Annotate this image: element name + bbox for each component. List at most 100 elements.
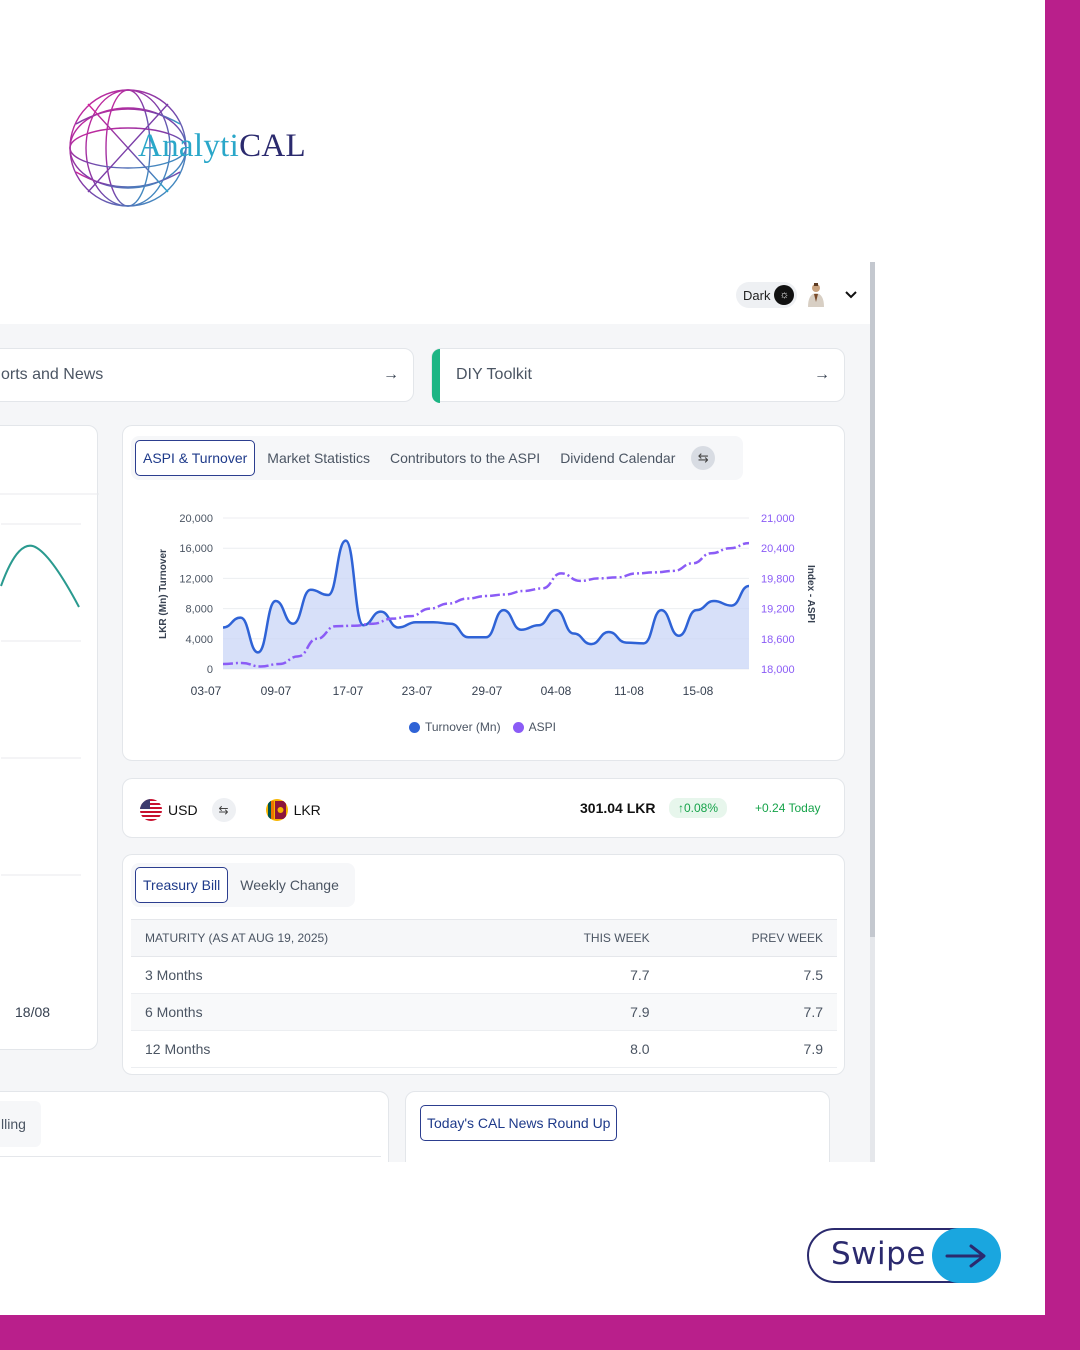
turnover-area [223, 540, 749, 669]
left-mini-chart [0, 493, 99, 876]
treasury-table: MATURITY (AS AT AUG 19, 2025) THIS WEEK … [131, 919, 837, 1068]
left-chart-card: 18/08 [0, 425, 99, 1050]
accent-bar [432, 349, 440, 403]
y-left-tick-label: 20,000 [179, 513, 213, 525]
y-left-tick-label: 4,000 [185, 634, 213, 646]
y-right-tick-label: 18,000 [761, 664, 795, 676]
maturity-cell: 3 Months [131, 956, 500, 994]
treasury-tabs: Treasury Bill Weekly Change [131, 863, 355, 907]
frame-bottom-bar [0, 1315, 1080, 1350]
this-week-cell: 7.9 [499, 993, 664, 1031]
brand-wordmark: AnalytiCAL [138, 128, 306, 164]
tab-treasury-bill[interactable]: Treasury Bill [135, 867, 229, 903]
x-tick-label: 04-08 [541, 684, 572, 698]
maturity-cell: 12 Months [131, 1030, 500, 1068]
fx-change-pct: 0.08% [684, 801, 719, 815]
y-left-tick-label: 0 [207, 664, 213, 676]
brand-logo: AnalytiCAL [68, 84, 318, 214]
diy-link-label: DIY Toolkit [456, 366, 532, 383]
turnover-line [222, 539, 750, 654]
legend-label: Turnover (Mn) [425, 720, 501, 734]
aspi-chart-card: ASPI & Turnover Market Statistics Contri… [122, 425, 845, 761]
fx-change-today: +0.24 Today [755, 801, 821, 815]
swipe-button[interactable]: Swipe [807, 1228, 1001, 1283]
aspi-turnover-chart: 20,000 16,000 12,000 8,000 4,000 0 21,000 20,40… [158, 513, 816, 698]
topbar-controls: Dark ☼ [736, 282, 859, 308]
legend-item-aspi[interactable]: ASPI [512, 720, 556, 734]
x-tick-label: 03-07 [191, 684, 222, 698]
column-this-week: THIS WEEK [499, 919, 664, 957]
y-left-tick-label: 8,000 [185, 604, 213, 616]
aspi-line [222, 541, 750, 668]
x-tick-label: 09-07 [261, 684, 292, 698]
x-tick-label: 11-08 [614, 684, 644, 698]
dashboard-screenshot: Dark ☼ orts and News → DIY Toolkit → [0, 262, 875, 1162]
fx-quote-currency: LKR [293, 802, 321, 818]
x-tick-label: 17-07 [333, 684, 364, 698]
theme-toggle-label: Dark [743, 287, 771, 303]
column-maturity: MATURITY (AS AT AUG 19, 2025) [131, 919, 500, 957]
y-left-tick-label: 12,000 [179, 573, 213, 585]
arrow-right-icon [932, 1228, 1001, 1283]
globe-icon [69, 89, 187, 207]
prev-week-cell: 7.7 [663, 993, 837, 1031]
scrollbar-thumb[interactable] [870, 262, 875, 937]
y-right-tick-label: 20,400 [761, 543, 795, 555]
this-week-cell: 7.7 [499, 956, 664, 994]
y-right-tick-label: 19,800 [761, 573, 795, 585]
y-right-tick-label: 19,200 [761, 604, 795, 616]
news-roundup-card: Today's CAL News Round Up [405, 1091, 830, 1162]
tab-market-statistics[interactable]: Market Statistics [267, 450, 370, 466]
arrow-right-icon: → [814, 366, 830, 383]
legend-label: ASPI [528, 720, 556, 734]
tab-contributors-aspi[interactable]: Contributors to the ASPI [389, 450, 541, 466]
legend-dot [512, 721, 524, 733]
chevron-down-icon[interactable] [843, 287, 859, 303]
theme-toggle[interactable]: Dark ☼ [736, 282, 798, 308]
table-header-row: MATURITY (AS AT AUG 19, 2025) THIS WEEK … [131, 919, 837, 957]
prev-week-cell: 7.5 [663, 956, 837, 994]
table-row: 12 Months 8.0 7.9 [131, 1030, 837, 1068]
this-week-cell: 8.0 [499, 1030, 664, 1068]
swipe-label: Swipe [831, 1236, 926, 1272]
x-tick-label: 15-08 [683, 684, 714, 698]
tab-dividend-calendar[interactable]: Dividend Calendar [560, 450, 676, 466]
x-tick-label: 23-07 [402, 684, 433, 698]
bottom-left-tab[interactable]: lling [1, 1116, 26, 1132]
sun-icon: ☼ [774, 285, 795, 305]
left-date-label: 18/08 [15, 1004, 51, 1020]
reports-link-label: orts and News [1, 366, 104, 383]
y-left-axis-label: LKR (Mn) Turnover [158, 549, 169, 639]
fx-rate-value: 301.04 LKR [580, 800, 656, 816]
sri-lanka-flag-icon [265, 799, 288, 821]
news-roundup-button[interactable]: Today's CAL News Round Up [420, 1105, 618, 1141]
y-right-tick-label: 18,600 [761, 634, 795, 646]
legend-item-turnover[interactable]: Turnover (Mn) [409, 720, 501, 734]
x-tick-label: 29-07 [472, 684, 503, 698]
prev-week-cell: 7.9 [663, 1030, 837, 1068]
tab-aspi-turnover[interactable]: ASPI & Turnover [135, 440, 256, 476]
y-right-tick-label: 21,000 [761, 513, 795, 525]
reports-and-news-link[interactable]: orts and News → [0, 348, 414, 402]
tab-weekly-change[interactable]: Weekly Change [240, 877, 339, 893]
y-left-tick-label: 16,000 [179, 543, 213, 555]
fx-pair: USD ⇆ LKR [140, 798, 321, 822]
currency-swap-icon[interactable]: ⇆ [211, 798, 236, 822]
fx-change-badge: ↑0.08% [669, 798, 728, 818]
column-prev-week: PREV WEEK [663, 919, 837, 957]
diy-toolkit-link[interactable]: DIY Toolkit → [431, 348, 845, 403]
bottom-left-card: lling [0, 1091, 389, 1162]
table-row: 3 Months 7.7 7.5 [131, 956, 837, 994]
bottom-left-tabs: lling [0, 1101, 41, 1147]
chart-legend: Turnover (Mn) ASPI [409, 720, 568, 734]
frame-right-bar [1045, 0, 1080, 1350]
table-row: 6 Months 7.9 7.7 [131, 993, 837, 1031]
maturity-cell: 6 Months [131, 993, 500, 1031]
fx-rate-card: USD ⇆ LKR 301.04 LKR ↑0.08% +0.24 Today [122, 778, 845, 838]
chart-tabs: ASPI & Turnover Market Statistics Contri… [131, 436, 743, 480]
y-right-axis-label: Index - ASPI [805, 565, 816, 623]
legend-dot [409, 721, 420, 733]
arrow-right-icon: → [383, 366, 399, 383]
swap-icon[interactable]: ⇆ [691, 446, 716, 470]
user-avatar[interactable] [805, 282, 827, 308]
